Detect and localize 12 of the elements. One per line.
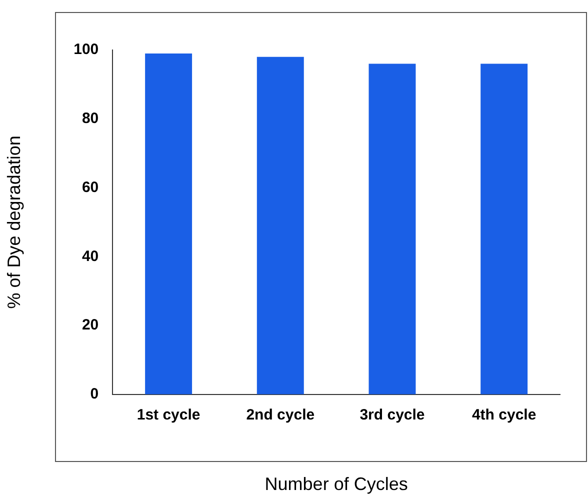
y-tick-label: 60 bbox=[82, 178, 99, 196]
y-tick-label: 40 bbox=[82, 248, 99, 265]
x-tick-label: 1st cycle bbox=[136, 406, 200, 424]
y-tick-label: 20 bbox=[82, 316, 99, 334]
y-tick-label: 100 bbox=[74, 41, 99, 58]
y-axis-title: % of Dye degradation bbox=[4, 136, 24, 309]
x-tick-label: 2nd cycle bbox=[246, 406, 315, 424]
x-tick-label: 4th cycle bbox=[472, 406, 536, 424]
y-tick-label: 0 bbox=[90, 386, 99, 403]
x-axis-title: Number of Cycles bbox=[264, 474, 408, 494]
x-tick-label: 3rd cycle bbox=[360, 406, 425, 424]
y-tick-label: 80 bbox=[82, 110, 99, 128]
